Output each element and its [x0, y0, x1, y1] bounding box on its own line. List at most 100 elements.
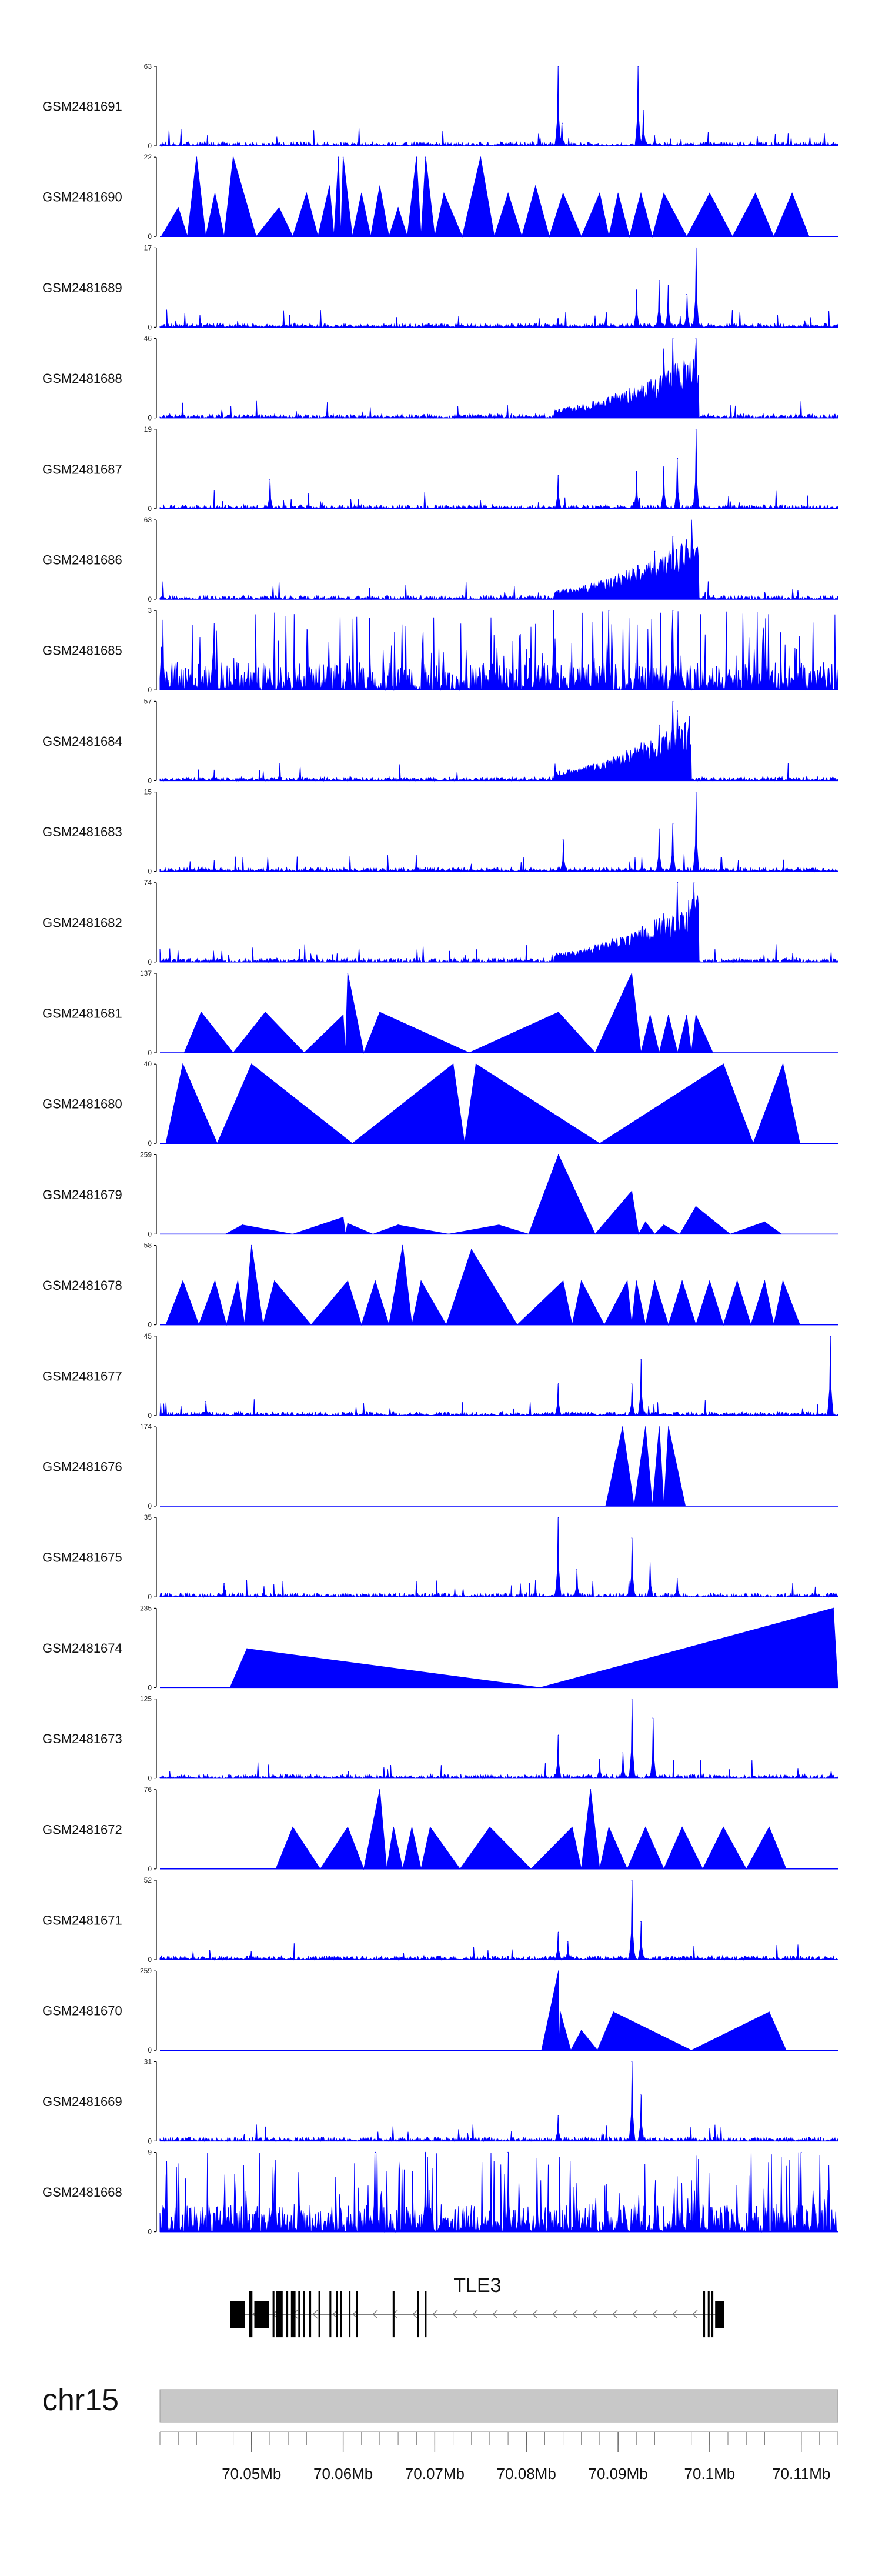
- strand-chevron: [412, 2310, 418, 2319]
- peak-mark: [709, 1280, 710, 1282]
- peak-mark: [274, 1280, 275, 1282]
- peak-mark: [649, 1015, 651, 1016]
- peak-mark: [649, 1562, 651, 1564]
- y-tick-label-max: 19: [144, 425, 152, 433]
- track-label: GSM2481691: [42, 99, 122, 114]
- track-GSM2481683: GSM2481683 15 0: [42, 788, 838, 876]
- strand-chevron: [372, 2310, 378, 2319]
- peak-mark: [695, 247, 697, 249]
- peak-mark: [631, 2061, 633, 2063]
- peak-mark: [347, 1223, 349, 1224]
- strand-chevron: [632, 2310, 638, 2319]
- x-tick-label: 70.08Mb: [497, 2465, 556, 2482]
- strand-chevron: [552, 2310, 558, 2319]
- track-GSM2481687: GSM2481687 19 0: [42, 425, 838, 513]
- peak-mark: [640, 1921, 642, 1922]
- peak-mark: [769, 1826, 770, 1828]
- peak-mark: [342, 1216, 344, 1218]
- peak-mark: [681, 1280, 683, 1282]
- peak-mark: [833, 1607, 834, 1609]
- peak-mark: [613, 2011, 614, 2013]
- peak-mark: [608, 1826, 610, 1828]
- track-label: GSM2481684: [42, 734, 122, 749]
- chromosome-band: [159, 2389, 838, 2423]
- peak-mark: [498, 1224, 500, 1226]
- peak-mark: [242, 1224, 243, 1226]
- peak-mark: [558, 1931, 559, 1933]
- track-GSM2481685: GSM2481685 3 0: [42, 606, 838, 694]
- track-GSM2481679: GSM2481679 259 0: [42, 1150, 838, 1238]
- track-label: GSM2481688: [42, 371, 122, 386]
- peak-mark: [402, 1244, 403, 1246]
- gene-exon: [230, 2301, 245, 2328]
- y-tick-label-min: 0: [148, 142, 152, 150]
- y-tick-label-min: 0: [148, 1593, 152, 1601]
- peak-mark: [562, 1280, 564, 1282]
- peak-mark: [416, 156, 417, 158]
- signal-area: [225, 1154, 783, 1235]
- strand-chevron: [532, 2310, 538, 2319]
- peak-mark: [709, 192, 710, 194]
- y-tick-label-max: 35: [144, 1513, 152, 1521]
- peak-mark: [599, 1759, 600, 1760]
- gene-exon: [254, 2301, 269, 2328]
- track-label: GSM2481687: [42, 462, 122, 476]
- gene-name: TLE3: [453, 2274, 501, 2297]
- peak-mark: [443, 192, 445, 194]
- strand-chevron: [691, 2310, 698, 2319]
- track-label: GSM2481672: [42, 1822, 122, 1837]
- peak-mark: [590, 1789, 592, 1790]
- peak-mark: [572, 1826, 573, 1828]
- y-tick-label-min: 0: [148, 1139, 152, 1147]
- y-tick-label-min: 0: [148, 1412, 152, 1420]
- peak-mark: [397, 1224, 399, 1226]
- y-tick-label-max: 52: [144, 1876, 152, 1884]
- track-GSM2481681: GSM2481681 137 0: [42, 969, 838, 1057]
- peak-mark: [196, 156, 198, 158]
- signal-area: [159, 610, 838, 692]
- gene-exon: [276, 2291, 283, 2338]
- peak-mark: [663, 192, 664, 194]
- track-GSM2481688: GSM2481688 46 0: [42, 335, 838, 422]
- y-tick-label-max: 235: [140, 1604, 152, 1612]
- peak-mark: [535, 185, 536, 187]
- strand-chevron: [312, 2310, 318, 2319]
- peak-mark: [622, 1752, 623, 1754]
- track-GSM2481680: GSM2481680 40 0: [42, 1060, 838, 1147]
- y-tick-label-max: 125: [140, 1695, 152, 1703]
- peak-mark: [643, 110, 644, 111]
- strand-chevron: [572, 2310, 578, 2319]
- signal-area: [159, 1517, 838, 1599]
- track-label: GSM2481669: [42, 2094, 122, 2109]
- track-GSM2481673: GSM2481673 125 0: [42, 1695, 838, 1783]
- track-GSM2481686: GSM2481686 63 0: [42, 516, 838, 603]
- y-tick-label-max: 31: [144, 2057, 152, 2066]
- peak-mark: [631, 1383, 633, 1384]
- peak-mark: [723, 1826, 724, 1828]
- peak-mark: [558, 1154, 559, 1156]
- peak-mark: [347, 973, 349, 974]
- peak-mark: [411, 1826, 413, 1828]
- track-label: GSM2481686: [42, 553, 122, 568]
- peak-mark: [182, 1063, 183, 1065]
- signal-area: [165, 1063, 800, 1144]
- peak-mark: [631, 1190, 633, 1192]
- peak-mark: [347, 1280, 349, 1282]
- peak-mark: [214, 1280, 216, 1282]
- peak-mark: [659, 280, 660, 281]
- track-label: GSM2481678: [42, 1278, 122, 1293]
- peak-mark: [672, 338, 674, 339]
- peak-mark: [558, 1012, 559, 1013]
- peak-mark: [342, 156, 344, 158]
- peak-mark: [562, 192, 564, 194]
- track-label: GSM2481681: [42, 1006, 122, 1021]
- signal-area: [165, 1245, 801, 1326]
- gene-exon: [356, 2291, 358, 2338]
- peak-mark: [782, 1063, 784, 1065]
- peak-mark: [558, 1734, 559, 1736]
- signal-area: [159, 1880, 838, 1961]
- peak-mark: [645, 1826, 646, 1828]
- peak-mark: [558, 2115, 559, 2116]
- peak-mark: [237, 1280, 239, 1282]
- y-tick-label-min: 0: [148, 1230, 152, 1238]
